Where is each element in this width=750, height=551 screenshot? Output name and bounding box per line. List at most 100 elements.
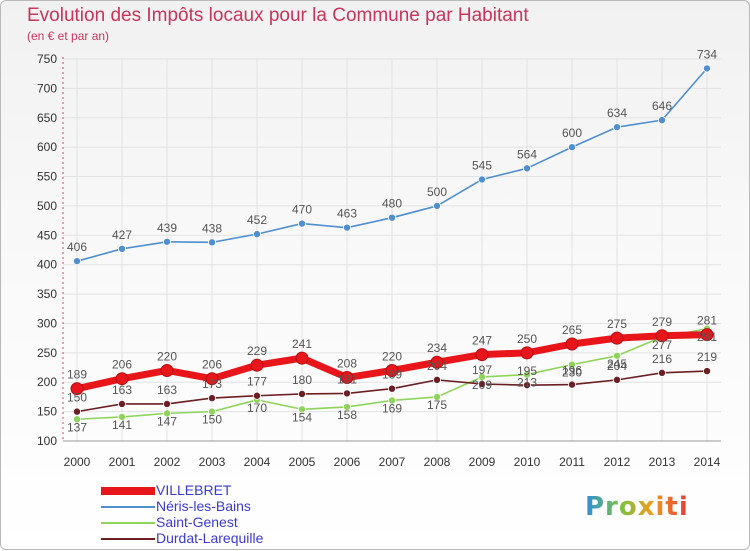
x-tick-label: 2006 — [334, 455, 361, 469]
series-3-point — [342, 389, 351, 398]
data-label: 213 — [517, 376, 537, 390]
series-1-point — [342, 223, 351, 232]
data-label: 220 — [157, 349, 177, 363]
series-2-point — [342, 402, 351, 411]
data-label: 277 — [652, 338, 672, 352]
series-0-point — [295, 351, 309, 365]
series-3-point — [613, 375, 622, 384]
data-label: 189 — [67, 368, 87, 382]
x-tick-label: 2011 — [559, 455, 585, 469]
legend-swatch — [101, 506, 155, 508]
series-0-point — [430, 355, 444, 369]
data-label: 634 — [607, 106, 627, 120]
y-tick-label: 400 — [37, 258, 57, 272]
data-label: 195 — [517, 364, 537, 378]
series-1-point — [432, 201, 441, 210]
y-tick-label: 750 — [37, 52, 57, 66]
data-label: 406 — [67, 240, 87, 254]
data-label: 177 — [247, 375, 267, 389]
series-1-point — [477, 175, 486, 184]
series-2-point — [432, 392, 441, 401]
series-3-point — [73, 407, 82, 416]
y-tick-label: 150 — [37, 405, 57, 419]
data-label: 175 — [427, 398, 447, 412]
series-0-point — [250, 358, 264, 372]
data-label: 281 — [697, 314, 717, 328]
series-3-point — [207, 394, 216, 403]
series-2-point — [207, 407, 216, 416]
data-label: 216 — [652, 352, 672, 366]
x-tick-label: 2009 — [469, 455, 496, 469]
series-2-point — [73, 415, 82, 424]
series-3-point — [658, 368, 667, 377]
series-0-point — [160, 363, 174, 377]
data-label: 204 — [427, 359, 447, 373]
data-label: 229 — [247, 344, 267, 358]
data-label: 209 — [472, 378, 492, 392]
data-label: 196 — [562, 364, 582, 378]
series-1-point — [73, 257, 82, 266]
page-subtitle: (en € et par an) — [27, 29, 110, 43]
data-label: 141 — [112, 418, 132, 432]
y-tick-label: 600 — [37, 140, 57, 154]
data-label: 646 — [652, 99, 672, 113]
data-label: 463 — [337, 207, 357, 221]
data-label: 180 — [292, 373, 312, 387]
data-label: 150 — [67, 391, 87, 405]
x-tick-label: 2002 — [154, 455, 181, 469]
data-label: 150 — [202, 413, 222, 427]
series-0-point — [655, 329, 669, 343]
x-tick-label: 2004 — [244, 455, 271, 469]
legend-swatch — [101, 538, 155, 540]
series-1-point — [613, 123, 622, 132]
series-0-point — [700, 328, 714, 342]
series-1-point — [703, 64, 712, 73]
data-label: 219 — [697, 350, 717, 364]
y-tick-label: 700 — [37, 81, 57, 95]
x-tick-label: 2000 — [64, 455, 91, 469]
series-0-point — [610, 331, 624, 345]
series-1-point — [568, 143, 577, 152]
series-0-point — [475, 348, 489, 362]
logo-text: Proxiti — [585, 492, 689, 522]
series-1-point — [387, 213, 396, 222]
proxiti-logo: Proxiti — [585, 492, 689, 522]
series-1-point — [297, 219, 306, 228]
series-2-point — [297, 405, 306, 414]
data-label: 158 — [337, 408, 357, 422]
legend-label: Saint-Genest — [156, 514, 238, 530]
data-label: 480 — [382, 197, 402, 211]
series-0-point — [385, 363, 399, 377]
legend-label: VILLEBRET — [156, 482, 232, 498]
data-label: 427 — [112, 228, 132, 242]
series-3-point — [432, 375, 441, 384]
data-label: 241 — [292, 337, 312, 351]
data-label: 197 — [472, 363, 492, 377]
series-2-point — [387, 396, 396, 405]
data-label: 208 — [337, 357, 357, 371]
series-0-point — [115, 372, 129, 386]
series-2-point — [118, 412, 127, 421]
data-label: 438 — [202, 221, 222, 235]
series-1-point — [207, 238, 216, 247]
x-tick-label: 2008 — [424, 455, 451, 469]
series-1-point — [658, 116, 667, 125]
series-0-point — [340, 371, 354, 385]
data-label: 564 — [517, 147, 537, 161]
y-tick-label: 100 — [37, 434, 57, 448]
legend-swatch — [101, 522, 155, 524]
series-3-point — [387, 384, 396, 393]
series-3-point — [703, 367, 712, 376]
y-tick-label: 350 — [37, 287, 57, 301]
series-3-point — [162, 399, 171, 408]
x-tick-label: 2007 — [379, 455, 406, 469]
legend-swatch — [101, 487, 155, 495]
y-tick-label: 550 — [37, 170, 57, 184]
x-tick-label: 2005 — [289, 455, 316, 469]
data-label: 734 — [697, 47, 717, 61]
series-2-point — [523, 370, 532, 379]
y-tick-label: 200 — [37, 375, 57, 389]
series-1-point — [523, 164, 532, 173]
y-tick-label: 250 — [37, 346, 57, 360]
data-label: 206 — [112, 358, 132, 372]
